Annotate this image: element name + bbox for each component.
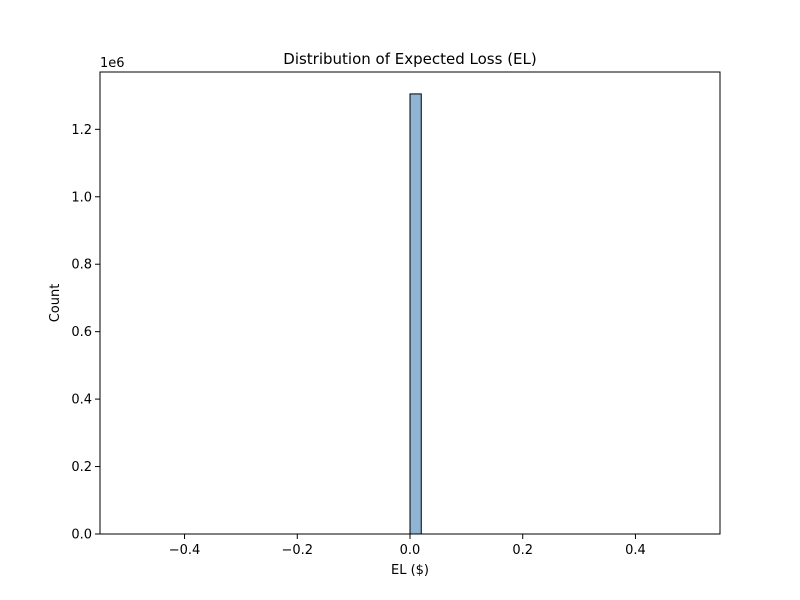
y-tick-label-6: 1.2 — [71, 123, 92, 138]
histogram-bar-0 — [409, 93, 422, 535]
y-tick-label-1: 0.2 — [71, 460, 92, 475]
y-offset-label: 1e6 — [100, 56, 125, 71]
bars-group — [409, 93, 422, 535]
y-tick-label-2: 0.4 — [71, 393, 92, 408]
chart-title: Distribution of Expected Loss (EL) — [283, 50, 536, 68]
x-tick-label-4: 0.4 — [625, 543, 646, 558]
x-tick-label-1: −0.2 — [281, 543, 313, 558]
y-tick-label-3: 0.6 — [71, 325, 92, 340]
x-axis-ticks: −0.4 −0.2 0.0 0.2 0.4 — [169, 534, 646, 558]
y-axis-label: Count — [48, 284, 63, 323]
x-tick-label-0: −0.4 — [169, 543, 201, 558]
y-axis-ticks: 0.0 0.2 0.4 0.6 0.8 1.0 1.2 — [71, 123, 100, 543]
y-tick-label-5: 1.0 — [71, 190, 92, 205]
y-tick-label-0: 0.0 — [71, 528, 92, 543]
y-tick-label-4: 0.8 — [71, 258, 92, 273]
x-tick-label-2: 0.0 — [400, 543, 421, 558]
x-axis-label: EL ($) — [391, 563, 429, 578]
x-tick-label-3: 0.2 — [512, 543, 533, 558]
